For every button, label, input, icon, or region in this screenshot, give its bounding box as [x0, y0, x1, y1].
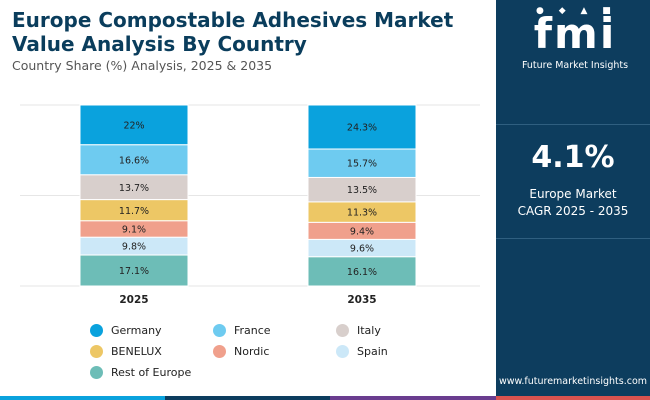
logo-mark: fmi — [533, 9, 617, 58]
bottom-bar-segment — [496, 396, 650, 400]
legend-label: Rest of Europe — [111, 366, 192, 379]
logo-company-name: Future Market Insights — [521, 60, 629, 71]
bar-segment-2035-italy — [307, 176, 417, 203]
data-label-2035-spain: 9.6% — [350, 244, 374, 255]
data-label-2025-italy: 13.7% — [119, 183, 149, 194]
legend-item-spain: Spain — [336, 345, 388, 358]
data-label-2035-france: 15.7% — [347, 159, 377, 170]
x-tick-label-2035: 2035 — [347, 294, 376, 306]
legend-item-nordic: Nordic — [213, 345, 269, 358]
chart-header: Europe Compostable Adhesives Market Valu… — [12, 8, 482, 73]
legend-label: Germany — [111, 324, 162, 337]
legend-swatch — [90, 345, 103, 358]
legend-label: BENELUX — [111, 345, 162, 358]
data-label-2025-germany: 22% — [123, 120, 144, 131]
bar-segment-2035-germany — [307, 104, 417, 150]
cagr-label: Europe Market CAGR 2025 - 2035 — [496, 186, 650, 220]
data-label-2025-benelux: 11.7% — [119, 206, 149, 217]
legend-label: Italy — [357, 324, 381, 337]
website-link[interactable]: www.futuremarketinsights.com — [498, 376, 648, 387]
legend-swatch — [90, 324, 103, 337]
bottom-bar-segment — [0, 396, 165, 400]
cagr-label-line-1: Europe Market — [529, 187, 617, 201]
data-label-2035-rest-of-europe: 16.1% — [347, 267, 377, 278]
chart-title-line-1: Europe Compostable Adhesives Market — [12, 8, 454, 32]
legend-swatch — [213, 324, 226, 337]
legend-item-italy: Italy — [336, 324, 381, 337]
chart-title-line-2: Value Analysis By Country — [12, 32, 307, 56]
sidebar-panel: ● ◆ ▲ ■ fmi Future Market Insights 4.1% … — [496, 0, 650, 400]
legend-swatch — [90, 366, 103, 379]
bottom-bar-segment — [165, 396, 330, 400]
data-label-2025-spain: 9.8% — [122, 242, 146, 253]
bar-segment-2025-germany — [79, 104, 189, 146]
legend-label: France — [234, 324, 271, 337]
bar-segment-2025-rest-of-europe — [79, 254, 189, 287]
cagr-label-line-2: CAGR 2025 - 2035 — [517, 204, 629, 218]
legend-item-france: France — [213, 324, 271, 337]
stacked-bar-chart: 22% 16.6% 13.7% 11.7% 9.1% 9.8% 17.1% 2025 24.3%… — [20, 104, 480, 306]
legend-label: Spain — [357, 345, 388, 358]
cagr-top-divider — [496, 124, 650, 125]
data-label-2035-germany: 24.3% — [347, 123, 377, 134]
bar-segment-2035-rest-of-europe — [307, 256, 417, 287]
data-label-2025-nordic: 9.1% — [122, 225, 146, 236]
legend-item-rest-of-europe: Rest of Europe — [90, 366, 191, 379]
bar-segment-2025-france — [79, 144, 189, 176]
bar-segment-2025-italy — [79, 174, 189, 201]
legend-swatch — [336, 324, 349, 337]
cagr-value: 4.1% — [531, 140, 615, 175]
data-label-2035-nordic: 9.4% — [350, 226, 374, 237]
chart-legend: Germany France Italy BENELUX Nordic Spain Rest… — [90, 324, 460, 390]
cagr-bottom-divider — [496, 238, 650, 239]
logo-icons: ● ◆ ▲ ■ — [536, 6, 617, 16]
data-label-2025-rest-of-europe: 17.1% — [119, 266, 149, 277]
data-label-2025-france: 16.6% — [119, 155, 149, 166]
chart-subtitle: Country Share (%) Analysis, 2025 & 2035 — [12, 58, 273, 73]
x-tick-label-2025: 2025 — [119, 294, 148, 306]
legend-swatch — [336, 345, 349, 358]
bar-segment-2035-france — [307, 148, 417, 178]
legend-item-benelux: BENELUX — [90, 345, 162, 358]
bottom-bar-segment — [330, 396, 496, 400]
fmi-logo: ● ◆ ▲ ■ fmi Future Market Insights — [506, 6, 644, 71]
legend-swatch — [213, 345, 226, 358]
legend-item-germany: Germany — [90, 324, 162, 337]
data-label-2035-benelux: 11.3% — [347, 208, 377, 219]
legend-label: Nordic — [234, 345, 270, 358]
data-label-2035-italy: 13.5% — [347, 185, 377, 196]
